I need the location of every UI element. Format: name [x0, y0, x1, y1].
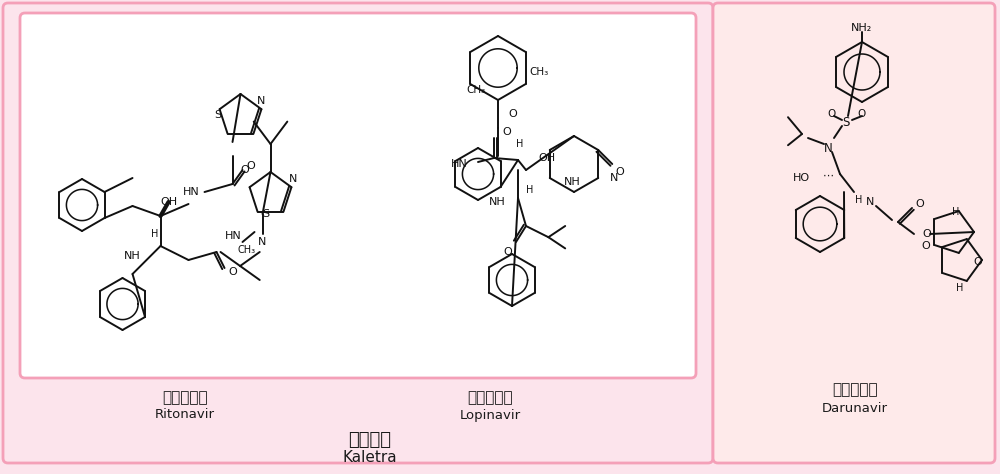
Text: N: N [289, 174, 298, 184]
Text: CH₃: CH₃ [237, 245, 256, 255]
Text: O: O [922, 241, 930, 251]
Text: O: O [974, 257, 982, 267]
Text: NH₂: NH₂ [851, 23, 873, 33]
FancyBboxPatch shape [3, 3, 713, 463]
Text: OH: OH [160, 197, 177, 207]
Text: OH: OH [538, 153, 555, 163]
Text: S: S [262, 209, 269, 219]
Text: S: S [842, 116, 850, 128]
Text: 다루나비르: 다루나비르 [832, 383, 878, 398]
Text: NH: NH [124, 251, 141, 261]
Text: O: O [228, 267, 237, 277]
Text: Darunavir: Darunavir [822, 401, 888, 414]
Text: O: O [241, 165, 249, 175]
Text: HO: HO [793, 173, 810, 183]
Text: Ritonavir: Ritonavir [155, 409, 215, 421]
Text: H: H [952, 207, 960, 217]
Text: O: O [616, 167, 625, 177]
Text: O: O [246, 161, 255, 171]
Text: N: N [257, 96, 266, 106]
Text: O: O [502, 128, 511, 137]
Text: N: N [866, 197, 874, 207]
Text: HN: HN [183, 187, 199, 197]
Text: H: H [855, 195, 862, 205]
Text: 리토나비르: 리토나비르 [162, 391, 208, 405]
Text: H: H [526, 185, 534, 195]
Text: CH₃: CH₃ [467, 85, 486, 95]
FancyBboxPatch shape [20, 13, 696, 378]
Text: 칼레트라: 칼레트라 [349, 431, 392, 449]
Text: O: O [916, 199, 924, 209]
Text: NH: NH [564, 177, 580, 187]
Text: ⋯: ⋯ [822, 171, 834, 181]
Text: H: H [956, 283, 964, 293]
Text: N: N [824, 142, 832, 155]
Text: Lopinavir: Lopinavir [459, 409, 521, 421]
Text: O: O [828, 109, 836, 119]
Text: O: O [858, 109, 866, 119]
Text: HN: HN [225, 231, 241, 241]
Text: O: O [508, 109, 517, 119]
Text: CH₃: CH₃ [530, 67, 549, 77]
Text: H: H [516, 139, 524, 149]
FancyBboxPatch shape [713, 3, 995, 463]
Text: HN: HN [451, 159, 468, 169]
Text: 로피나비르: 로피나비르 [467, 391, 513, 405]
Text: O: O [922, 229, 931, 239]
Text: S: S [214, 110, 221, 120]
Text: O: O [504, 247, 512, 257]
Text: N: N [610, 173, 619, 183]
Text: H: H [151, 229, 158, 239]
Text: Kaletra: Kaletra [343, 450, 397, 465]
Text: NH: NH [489, 197, 506, 207]
Text: N: N [258, 237, 267, 247]
